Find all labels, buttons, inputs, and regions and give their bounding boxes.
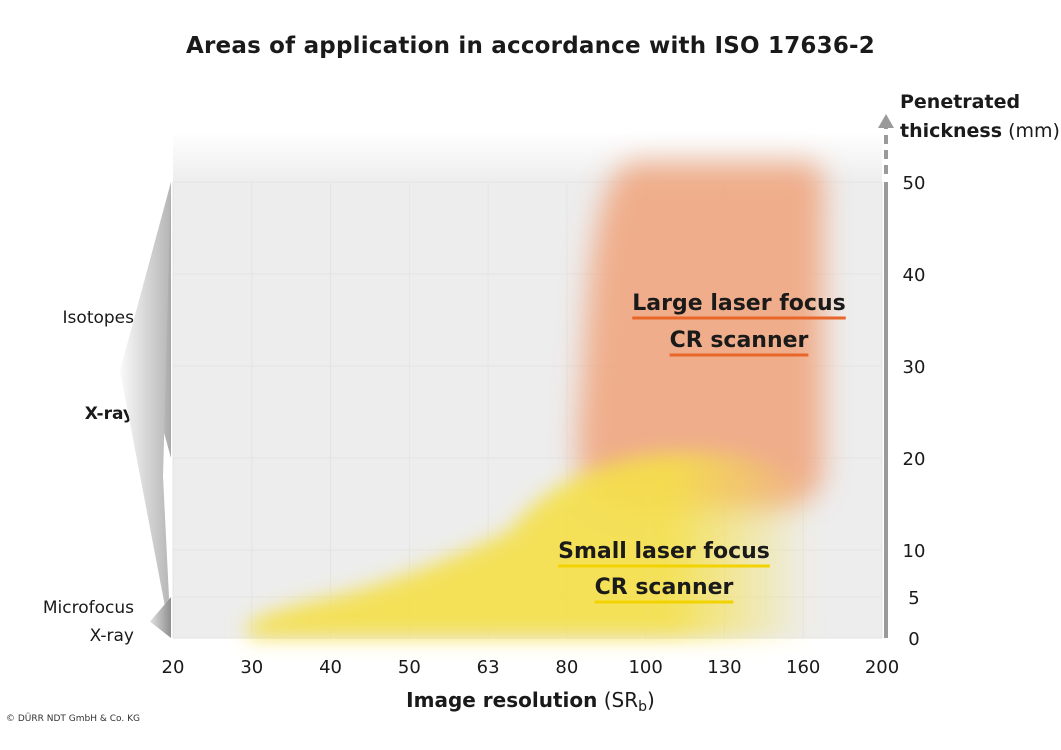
x-tick-label: 50 (398, 657, 421, 678)
chart-title: Areas of application in accordance with … (186, 33, 875, 59)
x-tick-label: 20 (162, 657, 185, 678)
y-tick-label: 10 (903, 541, 926, 562)
y-axis-label: Penetrated thickness (mm) (900, 88, 1060, 146)
y-axis: 0 5 10 20 30 40 50 (878, 114, 925, 650)
x-axis-label-main: Image resolution (406, 688, 598, 712)
y-axis-unit: (mm) (1008, 120, 1060, 142)
region-large-laser-focus (576, 162, 825, 509)
x-axis-unit: SR (611, 688, 639, 712)
source-label-microfocus: Microfocus X-ray (43, 594, 134, 650)
source-label-microfocus-line2: X-ray (89, 626, 134, 646)
x-tick-label: 30 (240, 657, 263, 678)
radiation-source-shapes (120, 182, 171, 638)
region-label-small-line1: Small laser focus (558, 539, 770, 564)
source-shape-microfocus (150, 597, 171, 638)
source-shape-xray (120, 182, 171, 638)
x-axis-label: Image resolution (SRb) (406, 688, 655, 715)
region-label-large-line2: CR scanner (670, 328, 809, 353)
y-tick-label: 40 (903, 265, 926, 286)
x-tick-label: 200 (865, 657, 899, 678)
y-tick-label: 50 (903, 173, 926, 194)
x-axis-ticks: 20 30 40 50 63 80 100 130 160 200 (162, 657, 900, 678)
x-tick-label: 63 (477, 657, 500, 678)
y-tick-label: 30 (903, 357, 926, 378)
x-tick-label: 40 (319, 657, 342, 678)
x-tick-label: 160 (786, 657, 820, 678)
source-label-microfocus-line1: Microfocus (42, 598, 134, 618)
y-axis-label-line1: Penetrated (900, 91, 1021, 113)
y-tick-label: 0 (908, 629, 919, 650)
y-axis-label-line2: thickness (900, 120, 1003, 142)
y-tick-label: 5 (908, 588, 919, 609)
x-axis-unit-sub: b (638, 699, 648, 715)
source-label-isotopes: Isotopes (62, 308, 134, 328)
copyright-text: © DÜRR NDT GmbH & Co. KG (6, 714, 140, 724)
region-label-small-line2: CR scanner (595, 575, 734, 600)
x-tick-label: 130 (707, 657, 741, 678)
region-labels: Large laser focus CR scanner Small laser f… (558, 291, 846, 604)
y-tick-label: 20 (903, 449, 926, 470)
region-small-laser-focus (245, 452, 814, 638)
application-regions (245, 162, 825, 638)
y-axis-arrow-icon (878, 114, 894, 128)
x-tick-label: 100 (628, 657, 662, 678)
x-tick-label: 80 (555, 657, 578, 678)
region-label-large-line1: Large laser focus (632, 291, 845, 316)
source-label-xray: X-ray (84, 404, 134, 424)
